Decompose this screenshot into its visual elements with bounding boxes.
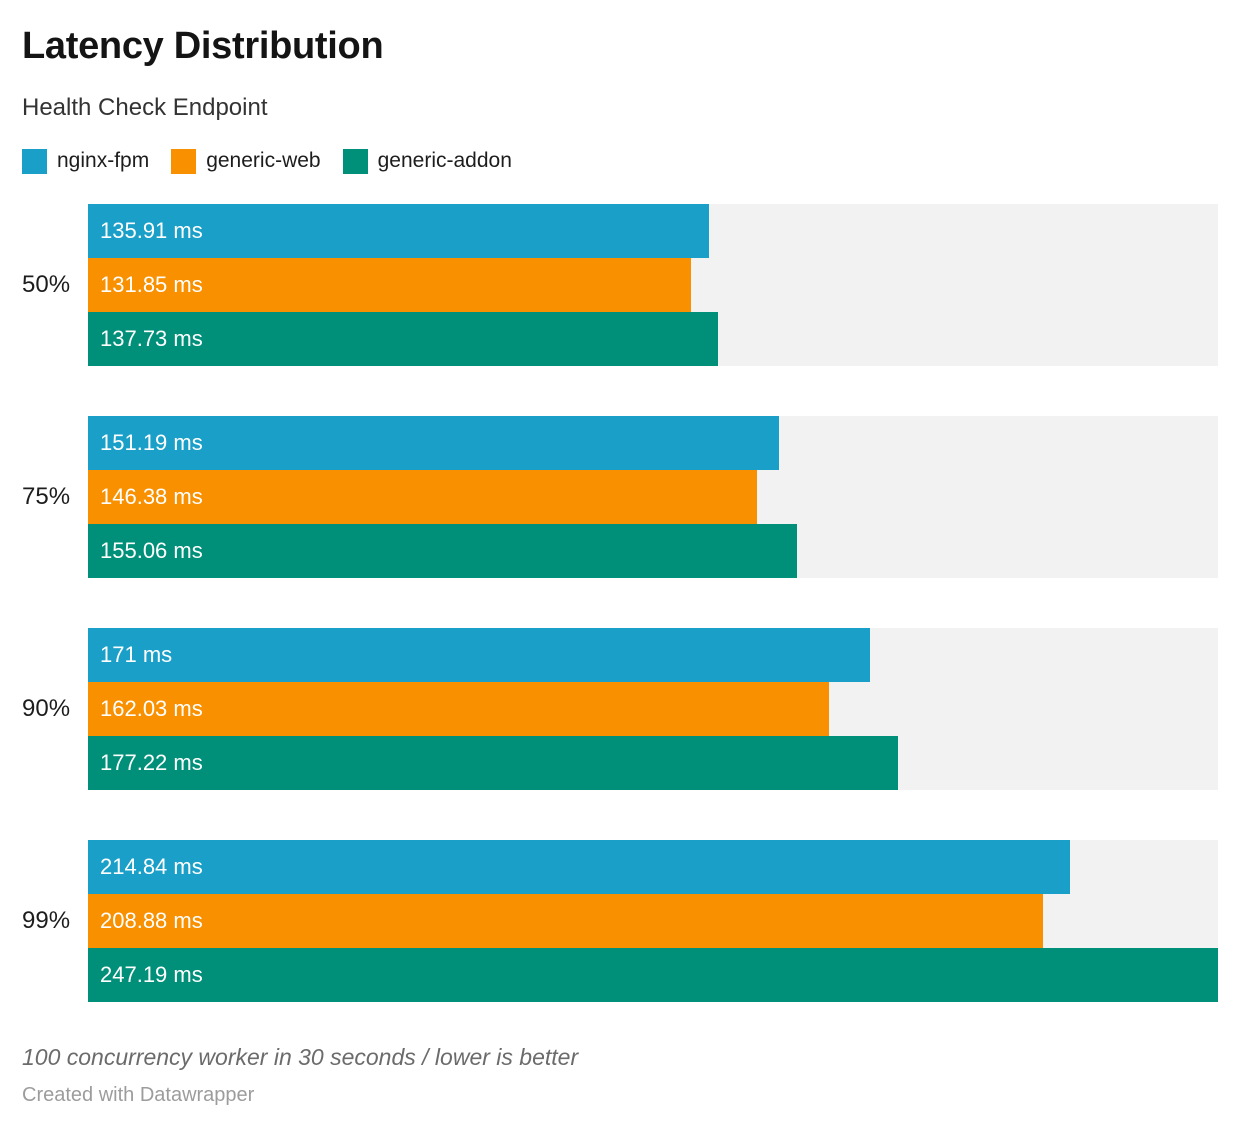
- bar-generic-web: 131.85 ms: [88, 258, 691, 312]
- legend-swatch-icon: [22, 148, 47, 174]
- bar-generic-web: 208.88 ms: [88, 894, 1043, 948]
- bar-nginx-fpm: 171 ms: [88, 628, 870, 682]
- bar-value-label: 214.84 ms: [100, 854, 203, 879]
- legend-item-nginx-fpm: nginx-fpm: [22, 148, 150, 174]
- category-label: 75%: [22, 483, 71, 510]
- legend-label: generic-web: [206, 149, 321, 172]
- bar-generic-addon: 177.22 ms: [88, 736, 899, 790]
- bar-value-label: 155.06 ms: [100, 538, 203, 563]
- bar-value-label: 171 ms: [100, 642, 173, 667]
- bar-track: 171 ms 162.03 ms 177.22 ms: [88, 628, 1218, 790]
- legend-label: generic-addon: [377, 149, 512, 172]
- bar-group-50pct: 50% 135.91 ms 131.85 ms 137.73 ms: [22, 204, 1218, 366]
- bar-track: 135.91 ms 131.85 ms 137.73 ms: [88, 204, 1218, 366]
- bar-value-label: 247.19 ms: [100, 962, 203, 987]
- datawrapper-attribution: Created with Datawrapper: [22, 1084, 255, 1106]
- bar-nginx-fpm: 135.91 ms: [88, 204, 710, 258]
- bar-generic-addon: 155.06 ms: [88, 524, 797, 578]
- category-label: 99%: [22, 907, 71, 934]
- bar-chart: 50% 135.91 ms 131.85 ms 137.73 ms 75% 151.19 …: [22, 204, 1218, 1002]
- bar-group-75pct: 75% 151.19 ms 146.38 ms 155.06 ms: [22, 416, 1218, 578]
- bar-value-label: 177.22 ms: [100, 750, 203, 775]
- bar-nginx-fpm: 151.19 ms: [88, 416, 780, 470]
- legend-item-generic-web: generic-web: [171, 148, 321, 174]
- chart-subtitle: Health Check Endpoint: [22, 94, 268, 121]
- legend-swatch-icon: [342, 148, 368, 174]
- bar-value-label: 162.03 ms: [100, 696, 203, 721]
- bar-generic-addon: 137.73 ms: [88, 312, 718, 366]
- bar-nginx-fpm: 214.84 ms: [88, 840, 1071, 894]
- bar-generic-web: 146.38 ms: [88, 470, 758, 524]
- chart-note: 100 concurrency worker in 30 seconds / l…: [22, 1044, 579, 1070]
- bar-value-label: 151.19 ms: [100, 430, 203, 455]
- bar-generic-web: 162.03 ms: [88, 682, 829, 736]
- bar-track: 151.19 ms 146.38 ms 155.06 ms: [88, 416, 1218, 578]
- legend-item-generic-addon: generic-addon: [342, 148, 512, 174]
- bar-track: 214.84 ms 208.88 ms 247.19 ms: [88, 840, 1218, 1002]
- bar-value-label: 131.85 ms: [100, 272, 203, 297]
- page-title: Latency Distribution: [22, 25, 384, 67]
- legend-swatch-icon: [171, 148, 197, 174]
- bar-value-label: 137.73 ms: [100, 326, 203, 351]
- category-label: 50%: [22, 271, 71, 298]
- legend: nginx-fpm generic-web generic-addon: [22, 148, 1218, 174]
- category-label: 90%: [22, 695, 71, 722]
- bar-value-label: 208.88 ms: [100, 908, 203, 933]
- bar-value-label: 135.91 ms: [100, 218, 203, 243]
- bar-value-label: 146.38 ms: [100, 484, 203, 509]
- bar-group-99pct: 99% 214.84 ms 208.88 ms 247.19 ms: [22, 840, 1218, 1002]
- bar-group-90pct: 90% 171 ms 162.03 ms 177.22 ms: [22, 628, 1218, 790]
- legend-label: nginx-fpm: [57, 149, 150, 172]
- bar-generic-addon: 247.19 ms: [88, 948, 1218, 1002]
